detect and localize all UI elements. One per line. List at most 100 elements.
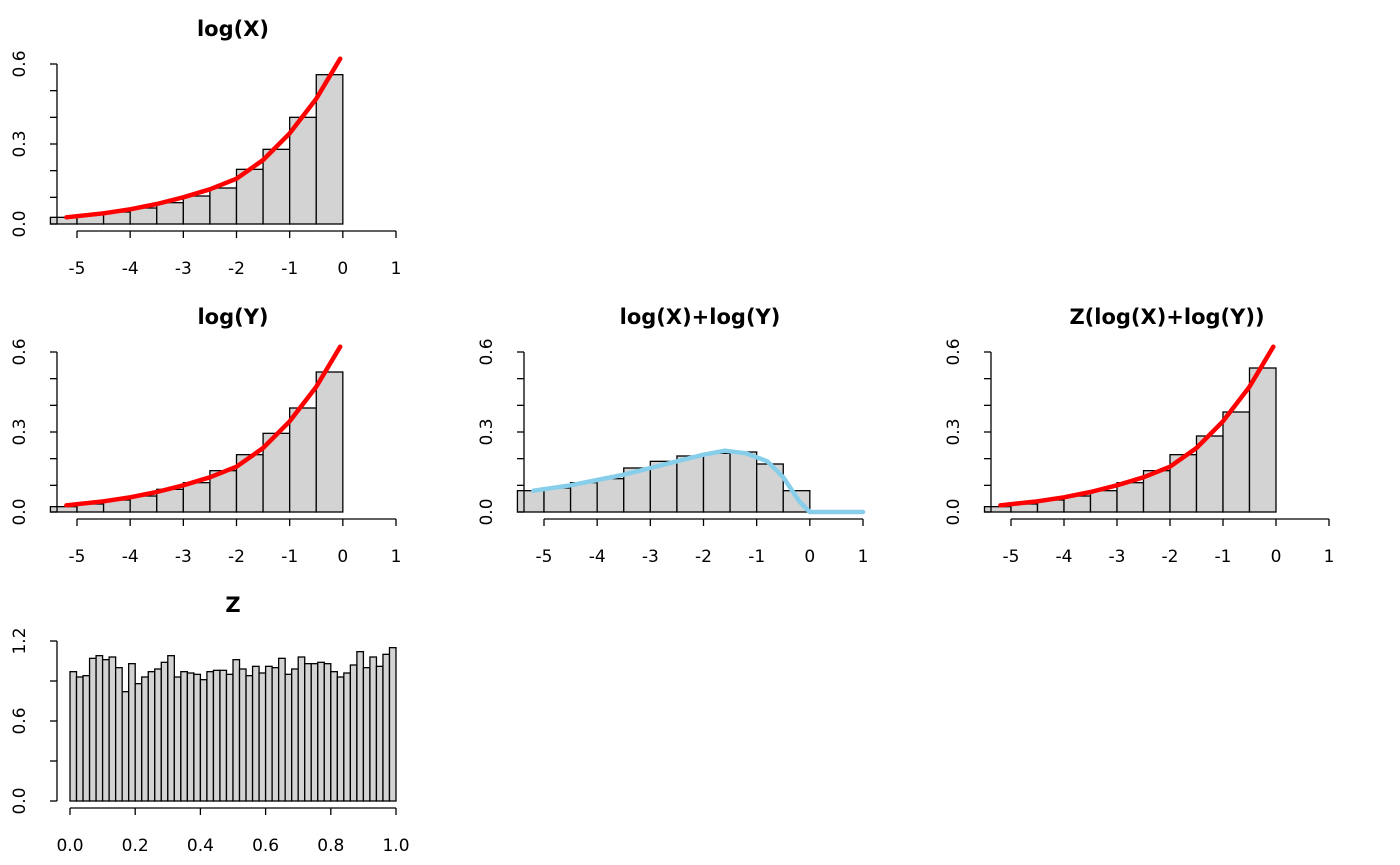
histogram-bar <box>676 455 705 513</box>
y-tick-label: 0.6 <box>10 338 30 365</box>
histogram-bar <box>173 676 182 802</box>
histogram-bar <box>114 667 123 802</box>
x-tick-label: 1 <box>391 259 402 279</box>
y-tick-label: 0.3 <box>10 418 30 445</box>
x-tick-label: -5 <box>69 547 86 567</box>
histogram-bar <box>291 668 299 802</box>
histogram-bar <box>209 187 238 225</box>
histogram-bar <box>219 669 228 802</box>
x-tick-label: -5 <box>69 259 86 279</box>
x-tick-label: -2 <box>228 547 245 567</box>
x-tick-label: 0.2 <box>122 836 149 856</box>
histogram-bar <box>88 657 97 802</box>
histogram-bar <box>304 663 312 802</box>
histogram-bar <box>543 487 572 513</box>
panel: log(X) -5 -4 -3 -2 -1 0 1 0.0 0.3 0.6 <box>10 17 401 279</box>
histogram-bar <box>182 482 211 513</box>
histogram-bar <box>121 691 130 802</box>
histogram-bar <box>258 672 267 802</box>
y-tick-label: 0.3 <box>477 418 497 445</box>
x-tick-label: 0 <box>337 259 348 279</box>
x-tick-label: 0.0 <box>56 836 83 856</box>
x-tick-label: -4 <box>122 547 139 567</box>
histogram-bar <box>330 671 338 802</box>
x-tick-label: 0.4 <box>187 836 214 856</box>
panel: Z(log(X)+log(Y)) -5 -4 -3 -2 -1 0 1 0.0 0.3 0.6 <box>944 305 1334 567</box>
histogram-bar <box>315 371 344 513</box>
x-tick-label: 0 <box>1271 547 1282 567</box>
y-tick-label: 0.0 <box>10 787 30 814</box>
histogram-bar <box>147 671 156 802</box>
x-tick-label: -4 <box>1056 547 1073 567</box>
histogram-bar <box>356 651 365 802</box>
histogram-bar <box>310 663 319 802</box>
x-tick-label: -5 <box>1003 547 1020 567</box>
histogram-bar <box>315 74 344 225</box>
histogram-bar <box>323 663 332 802</box>
histogram-bar <box>1116 482 1145 513</box>
histogram-bar <box>375 665 384 802</box>
histogram-bar <box>245 675 254 802</box>
histogram-bar <box>49 506 78 513</box>
histogram-bar <box>128 663 136 802</box>
x-tick-label: -3 <box>175 547 192 567</box>
histogram-bar <box>75 676 84 802</box>
y-tick-label: 0.3 <box>944 418 964 445</box>
histogram-bar <box>388 647 397 802</box>
panel: log(X)+log(Y) -5 -4 -3 -2 -1 0 1 0.0 0.3 0.6 <box>477 305 868 567</box>
histogram-bar <box>596 478 625 513</box>
y-tick-label: 0.6 <box>10 707 30 734</box>
histogram-bar <box>362 667 371 802</box>
panel: Z 0.0 0.2 0.4 0.6 0.8 1.0 0.0 0.6 1.2 <box>10 593 410 856</box>
panel-title: log(X)+log(Y) <box>620 305 781 329</box>
x-tick-label: -3 <box>175 259 192 279</box>
histogram-bar <box>101 659 110 802</box>
y-tick-label: 0.0 <box>10 498 30 525</box>
x-tick-label: -1 <box>281 259 298 279</box>
density-curve <box>64 344 343 508</box>
histogram-bar <box>382 653 391 802</box>
histogram-bar <box>729 451 758 513</box>
histogram-bar <box>232 659 241 802</box>
histogram-bar <box>336 676 345 802</box>
histogram-bar <box>225 673 234 802</box>
y-tick-label: 0.0 <box>477 498 497 525</box>
histogram-bar <box>264 665 273 802</box>
histogram-bar <box>206 671 215 802</box>
x-tick-label: 1 <box>858 547 869 567</box>
x-tick-label: 0 <box>804 547 815 567</box>
panel-title: log(Y) <box>197 305 268 329</box>
histogram-bar <box>167 655 175 802</box>
x-tick-label: -3 <box>1109 547 1126 567</box>
histogram-bar <box>569 482 598 513</box>
x-tick-label: 1.0 <box>382 836 409 856</box>
x-tick-label: -2 <box>1162 547 1179 567</box>
histogram-bar <box>983 506 1012 513</box>
x-tick-label: -1 <box>281 547 298 567</box>
y-tick-label: 0.6 <box>10 50 30 77</box>
panel-title: Z(log(X)+log(Y)) <box>1069 305 1264 329</box>
panel-title: Z <box>225 593 240 617</box>
panel-title: log(X) <box>197 17 269 41</box>
histogram-bar <box>317 661 325 802</box>
histogram-bar <box>199 679 208 802</box>
histogram-bar <box>271 667 280 802</box>
histogram-bar <box>95 655 104 802</box>
histogram-bar <box>193 673 202 802</box>
histogram-bar <box>1222 411 1251 513</box>
histogram-bar <box>180 671 189 802</box>
x-tick-label: -2 <box>695 547 712 567</box>
x-tick-label: 1 <box>1324 547 1335 567</box>
panel: log(Y) -5 -4 -3 -2 -1 0 1 0.0 0.3 0.6 <box>10 305 401 567</box>
histogram-bar <box>160 661 169 802</box>
histogram-bar <box>141 676 149 802</box>
y-tick-label: 0.3 <box>10 130 30 157</box>
histogram-bar <box>186 672 195 802</box>
x-tick-label: 1 <box>391 547 402 567</box>
x-tick-label: -5 <box>536 547 553 567</box>
histogram-bar <box>182 195 211 225</box>
histogram-bar <box>134 683 143 802</box>
x-tick-label: -3 <box>642 547 659 567</box>
x-tick-label: 0.6 <box>252 836 279 856</box>
